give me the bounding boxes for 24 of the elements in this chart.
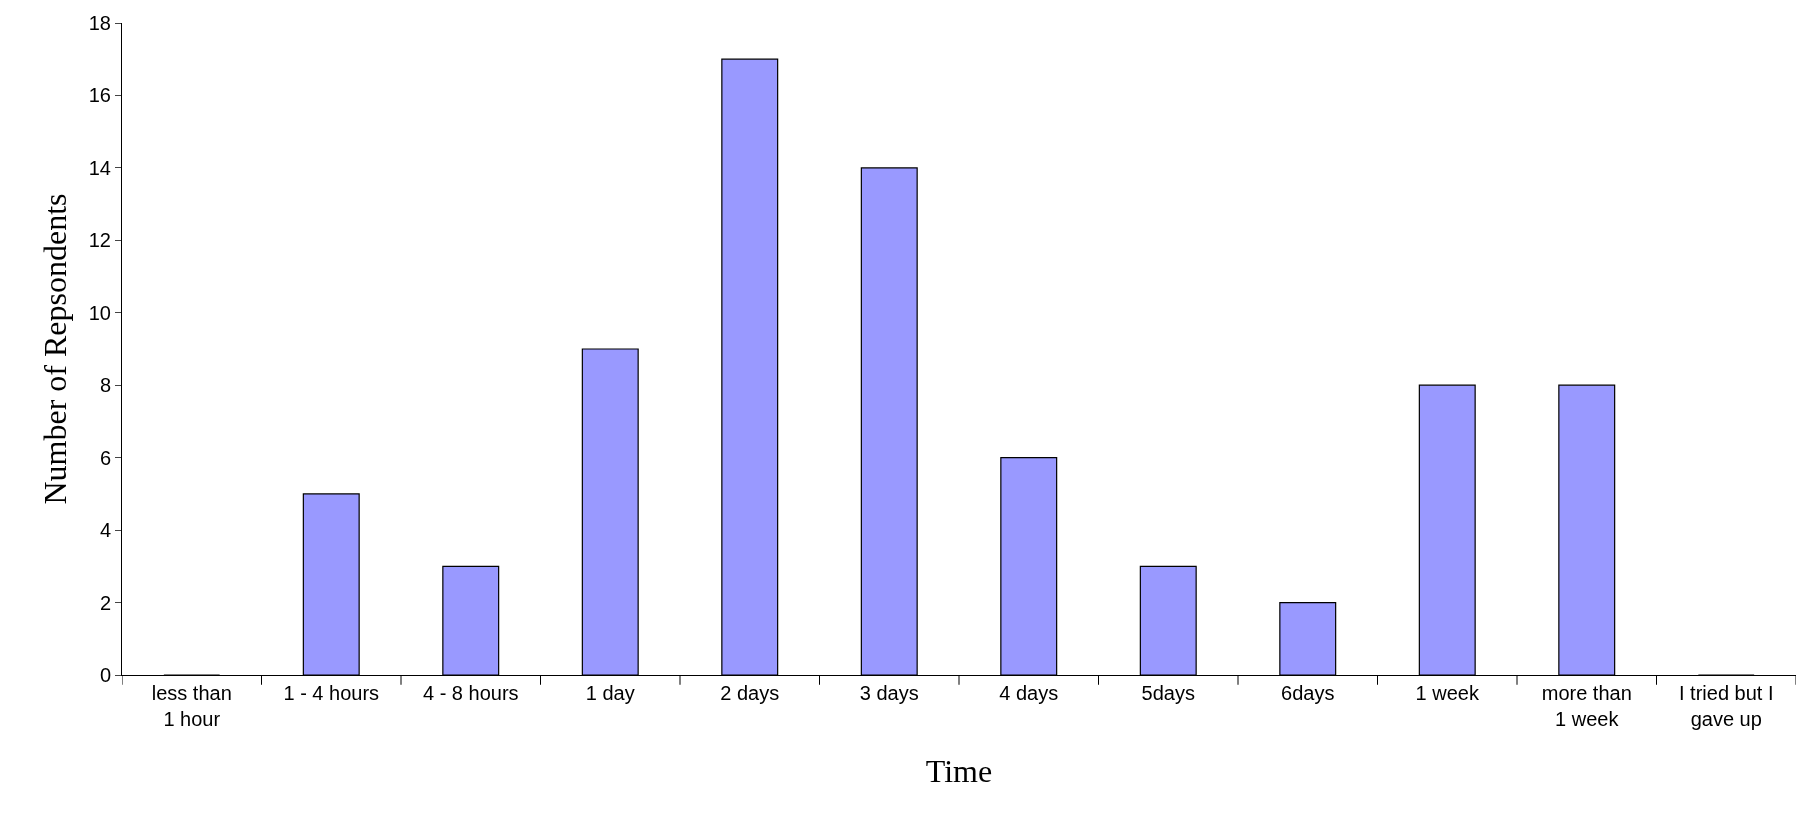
- y-tick-label: 8: [99, 374, 111, 397]
- y-tick-label: 4: [99, 519, 111, 542]
- x-tick-label: 4 - 8 hours: [422, 682, 519, 704]
- y-tick-label: 0: [99, 664, 111, 686]
- x-tick-label: more than 1 week: [1541, 682, 1632, 730]
- y-tick-label: 14: [88, 156, 111, 179]
- x-tick-label: 2 days: [720, 682, 780, 704]
- y-tick-label: 16: [88, 84, 111, 107]
- y-tick-label: 18: [88, 12, 111, 34]
- x-tick-label: 1 week: [1415, 682, 1480, 704]
- y-tick-label: 10: [88, 301, 111, 324]
- y-tick-label: 2: [99, 591, 111, 614]
- x-tick-label: 4 days: [999, 682, 1059, 704]
- y-tick-label: 6: [99, 446, 111, 469]
- x-tick-label: 1 - 4 hours: [283, 682, 380, 704]
- x-tick-label: 6days: [1281, 682, 1335, 704]
- x-axis-title: Time: [925, 752, 993, 789]
- x-tick-label: less than 1 hour: [151, 682, 232, 730]
- x-tick-label: 5days: [1141, 682, 1195, 704]
- y-axis-title: Number of Repsondents: [37, 193, 74, 505]
- x-tick-label: I tried but I gave up: [1679, 682, 1774, 730]
- x-tick-label: 3 days: [859, 682, 919, 704]
- y-tick-label: 12: [88, 229, 111, 252]
- x-tick-label: 1 day: [585, 682, 635, 704]
